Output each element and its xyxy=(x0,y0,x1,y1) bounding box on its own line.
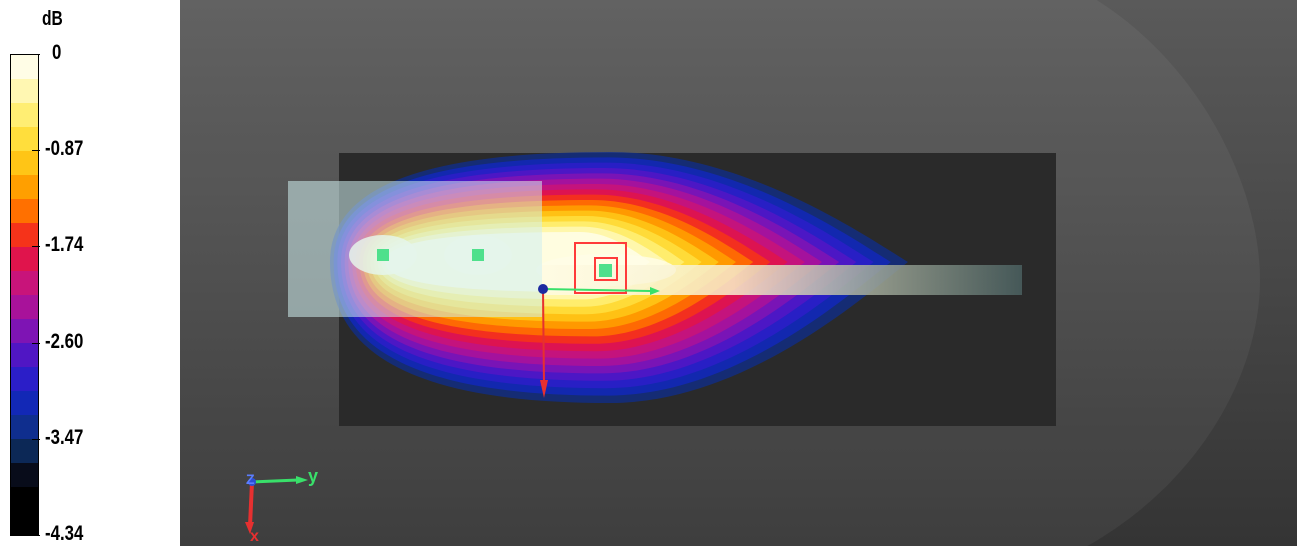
colorbar-segment xyxy=(11,55,38,80)
colorbar-segment xyxy=(11,511,38,536)
colorbar-segment xyxy=(11,319,38,344)
colorbar-segment xyxy=(11,463,38,488)
local-y-axis xyxy=(542,288,651,292)
colorbar-tick-label: -1.74 xyxy=(45,233,84,256)
3d-viewport[interactable]: Z y x xyxy=(180,0,1297,546)
colorbar-segment xyxy=(11,103,38,128)
colorbar-segment xyxy=(11,127,38,152)
source-point-1[interactable] xyxy=(377,249,389,261)
colorbar-tick-label: 0 xyxy=(52,41,62,64)
colorbar-segment xyxy=(11,487,38,512)
colorbar-tick-mark xyxy=(32,54,40,55)
colorbar-tick-label: -4.34 xyxy=(45,522,84,545)
colorbar-segment xyxy=(11,295,38,320)
colorbar-segment xyxy=(11,79,38,104)
colorbar-segment xyxy=(11,439,38,464)
colorbar-segment xyxy=(11,199,38,224)
colorbar-segment xyxy=(11,247,38,272)
colorbar-tick-mark xyxy=(32,343,40,344)
triad-y-label: y xyxy=(308,466,318,486)
triad-y-arrow xyxy=(296,476,308,484)
origin-point[interactable] xyxy=(538,284,548,294)
triad-x-label: x xyxy=(250,528,259,545)
local-x-axis xyxy=(542,288,545,386)
source-point-3[interactable] xyxy=(599,264,612,277)
colorbar-unit-label: dB xyxy=(42,8,63,30)
colorbar-segment xyxy=(11,151,38,176)
colorbar-tick-label: -3.47 xyxy=(45,426,84,449)
colorbar-tick-label: -0.87 xyxy=(45,137,84,160)
selection-inner-square[interactable] xyxy=(594,257,618,281)
colorbar-segment xyxy=(11,415,38,440)
source-block xyxy=(288,181,542,317)
triad-x-arrow xyxy=(245,522,254,534)
triad-z-axis xyxy=(248,478,256,486)
colorbar-tick-mark xyxy=(32,150,40,151)
colorbar-tick-mark xyxy=(32,246,40,247)
colorbar-tick-mark xyxy=(32,439,40,440)
colorbar-segment xyxy=(11,223,38,248)
orientation-triad: Z y x xyxy=(245,466,318,545)
colorbar-tick-label: -2.60 xyxy=(45,330,84,353)
local-x-arrow xyxy=(540,380,548,398)
colorbar-segment xyxy=(11,175,38,200)
colorbar-segment xyxy=(11,343,38,368)
colorbar-segment xyxy=(11,367,38,392)
local-y-arrow xyxy=(650,287,660,295)
triad-x-axis xyxy=(248,481,254,527)
triad-y-axis xyxy=(251,478,299,484)
source-point-2[interactable] xyxy=(472,249,484,261)
colorbar-legend: dB 0 -0.87 -1.74 -2.60 -3.47 -4.34 xyxy=(0,0,178,546)
colorbar-segment xyxy=(11,391,38,416)
triad-z-label: Z xyxy=(246,471,255,487)
colorbar-gradient xyxy=(10,54,39,536)
colorbar-segment xyxy=(11,271,38,296)
colorbar-tick-mark xyxy=(32,535,40,536)
selection-outer-square[interactable] xyxy=(574,242,627,294)
